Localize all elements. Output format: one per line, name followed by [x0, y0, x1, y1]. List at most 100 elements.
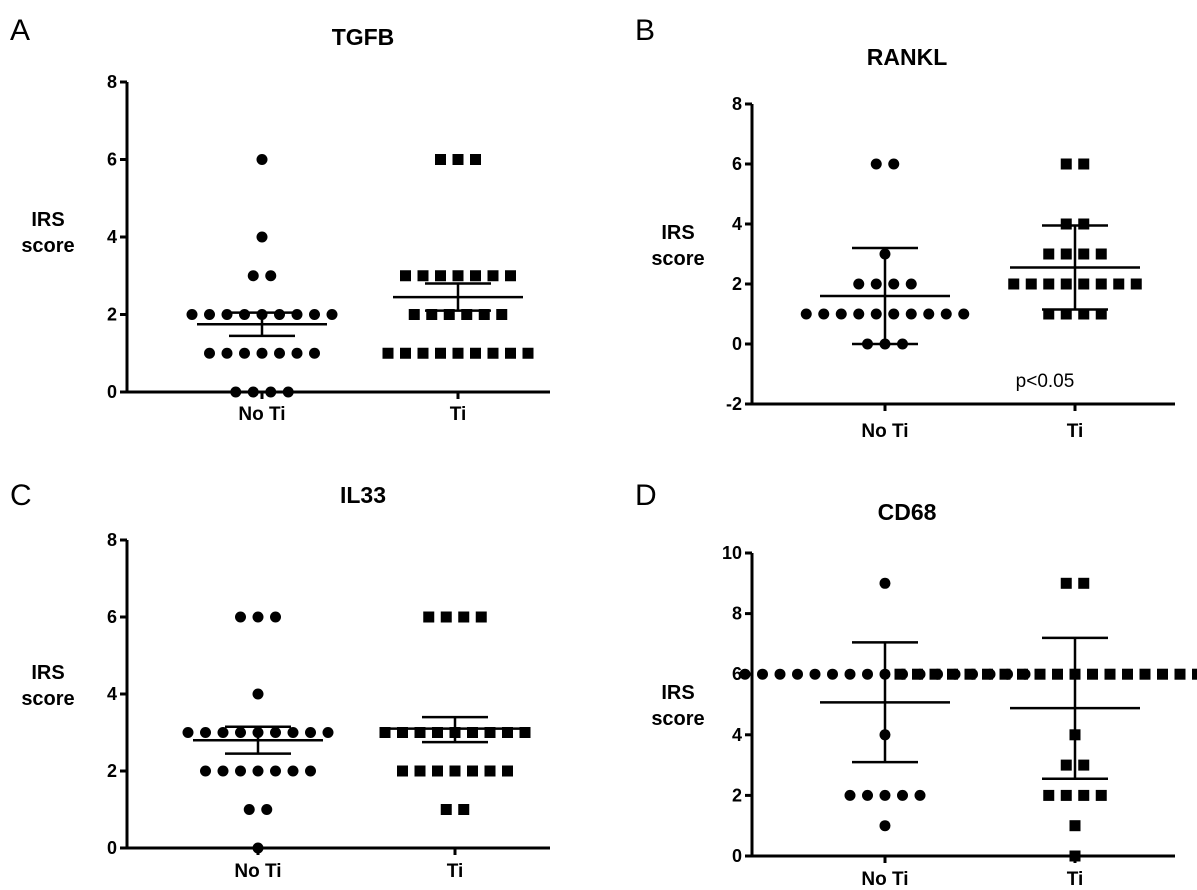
panel-a-data-point-ti — [417, 347, 429, 359]
panel-c-data-point-ti — [467, 765, 478, 777]
panel-a-letter: A — [10, 14, 30, 47]
panel-d-data-point-no-ti — [914, 789, 926, 801]
panel-b-data-point-ti — [1078, 248, 1090, 260]
panel-a-y-tick-label: 4 — [107, 227, 117, 247]
panel-c-data-point-no-ti — [235, 611, 246, 623]
panel-a-data-point-ti — [470, 270, 481, 282]
panel-b-data-point-no-ti — [888, 308, 900, 320]
panel-a-data-point-ti — [487, 270, 499, 282]
panel-a-data-point-ti — [452, 270, 464, 282]
panel-d-y-tick-label: 4 — [732, 725, 742, 745]
panel-b-title: RANKL — [867, 44, 948, 70]
panel-d-y-tick-label: 8 — [732, 604, 742, 624]
panel-a-data-point-no-ti — [204, 309, 215, 320]
panel-c-y-tick-label: 0 — [107, 838, 117, 858]
panel-a-data-point-no-ti — [247, 270, 259, 282]
panel-a-y-tick-label: 6 — [107, 150, 117, 170]
panel-b-x-tick-label: Ti — [1067, 421, 1084, 442]
panel-c-data-point-no-ti — [200, 727, 211, 738]
panel-c-x-tick-label: Ti — [447, 861, 464, 882]
panel-c-data-point-ti — [379, 727, 391, 738]
panel-d-data-point-ti — [1122, 668, 1133, 680]
panel-c-data-point-ti — [423, 611, 435, 623]
panel-a-data-point-no-ti — [309, 347, 320, 359]
panel-d-data-point-ti — [1078, 759, 1090, 771]
panel-a-data-point-no-ti — [239, 309, 250, 320]
panel-b-data-point-no-ti — [800, 308, 812, 320]
panel-d-data-point-no-ti — [862, 668, 873, 680]
panel-d-data-point-no-ti — [757, 668, 768, 680]
panel-b-data-point-ti — [1043, 308, 1055, 320]
panel-b-data-point-ti — [1060, 158, 1072, 170]
panel-c-data-point-ti — [458, 804, 470, 815]
panel-a-y-tick-label: 8 — [107, 72, 117, 92]
panel-a-data-point-ti — [505, 347, 516, 359]
panel-d-data-point-ti — [1157, 668, 1168, 680]
panel-c-y-axis-label: IRS score — [21, 662, 74, 710]
panel-d-data-point-ti — [1139, 668, 1151, 680]
panel-c-data-point-no-ti — [252, 611, 264, 623]
panel-c-data-point-no-ti — [270, 611, 281, 623]
panel-b-letter: B — [635, 14, 655, 47]
panel-d-data-point-ti — [982, 668, 993, 680]
panel-a-data-point-no-ti — [309, 309, 320, 320]
panel-a-data-point-ti — [452, 154, 464, 165]
panel-d-data-point-ti — [1192, 668, 1197, 680]
panel-c-data-point-ti — [432, 727, 443, 738]
panel-a-data-point-no-ti — [221, 309, 233, 320]
panel-d-data-point-no-ti — [844, 668, 856, 680]
panel-c-y-tick-label: 2 — [107, 761, 117, 781]
panel-a-data-point-no-ti — [265, 270, 277, 282]
panel-a-data-point-ti — [400, 347, 411, 359]
panel-a-x-tick-label: No Ti — [238, 404, 285, 425]
panel-c-data-point-no-ti — [305, 765, 316, 777]
panel-d-data-point-no-ti — [774, 668, 786, 680]
panel-d-y-tick-label: 6 — [732, 664, 742, 684]
panel-b-data-point-ti — [1043, 278, 1055, 290]
panel-d-data-point-ti — [1095, 789, 1107, 801]
panel-b-data-point-ti — [1008, 278, 1020, 290]
panel-a-data-point-no-ti — [256, 347, 268, 359]
panel-a-data-point-no-ti — [256, 154, 268, 165]
panel-c-x-tick-label: No Ti — [234, 861, 281, 882]
panel-c-data-point-ti — [440, 611, 452, 623]
panel-d-data-point-ti — [1034, 668, 1046, 680]
panel-b-data-point-ti — [1095, 308, 1107, 320]
panel-d-x-tick-label: No Ti — [861, 869, 908, 890]
panel-a-data-point-ti — [461, 309, 473, 320]
panel-d-data-point-ti — [1104, 668, 1116, 680]
panel-a-data-point-ti — [435, 154, 446, 165]
panel-d-data-point-no-ti — [879, 820, 891, 832]
panel-c-title: IL33 — [340, 482, 386, 508]
panel-c-data-point-ti — [467, 727, 478, 738]
panel-d-data-point-ti — [912, 668, 923, 680]
panel-c-data-point-no-ti — [252, 765, 264, 777]
panel-d-data-point-ti — [1069, 850, 1081, 862]
panel-b-data-point-no-ti — [853, 278, 865, 290]
panel-d-data-point-no-ti — [827, 668, 838, 680]
panel-a-data-point-ti — [470, 154, 481, 165]
panel-a-x-tick-label: Ti — [450, 404, 467, 425]
panel-c-data-point-no-ti — [261, 804, 273, 815]
panel-c-data-point-no-ti — [200, 765, 211, 777]
panel-c-data-point-ti — [458, 611, 470, 623]
panel-b-data-point-no-ti — [870, 158, 882, 170]
panel-c-data-point-ti — [432, 765, 443, 777]
panel-c-data-point-no-ti — [322, 727, 334, 738]
panel-a-data-point-no-ti — [204, 347, 215, 359]
panel-b-data-point-ti — [1060, 248, 1072, 260]
panel-d-data-point-ti — [1043, 789, 1055, 801]
panel-a-y-tick-label: 2 — [107, 305, 117, 325]
panel-a-data-point-no-ti — [256, 231, 268, 243]
panel-b-data-point-ti — [1078, 308, 1090, 320]
panel-c-data-point-ti — [484, 727, 496, 738]
panel-c-data-point-ti — [397, 727, 408, 738]
panel-d-y-tick-label: 2 — [732, 785, 742, 805]
panel-b-x-tick-label: No Ti — [861, 421, 908, 442]
panel-b-significance-annotation: p<0.05 — [1016, 371, 1075, 392]
panel-b-data-point-ti — [1060, 218, 1072, 230]
panel-d-data-point-ti — [999, 668, 1011, 680]
panel-b-data-point-no-ti — [958, 308, 970, 320]
panel-a-data-point-no-ti — [230, 386, 242, 398]
